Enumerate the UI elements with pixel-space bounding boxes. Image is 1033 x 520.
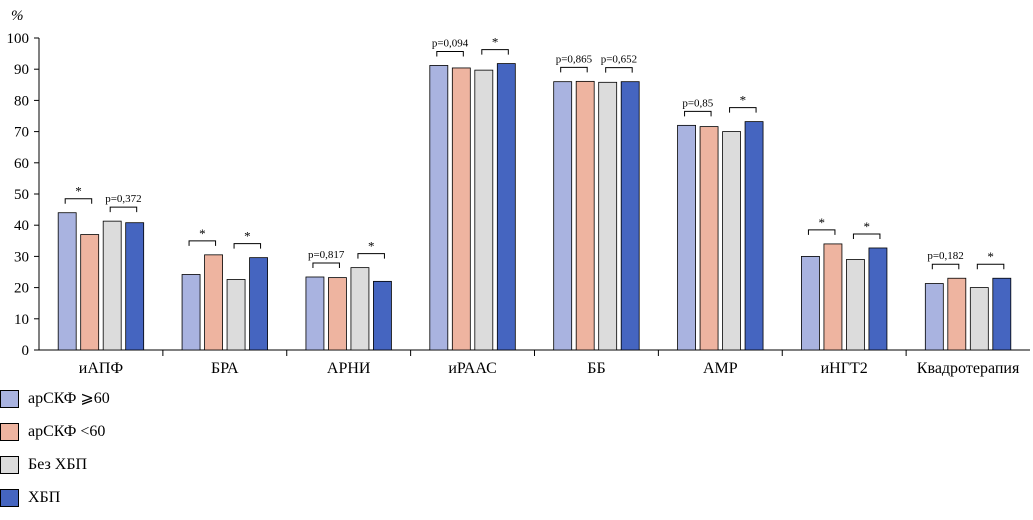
bar — [801, 255, 820, 351]
significance-label: * — [199, 226, 206, 241]
significance-label: * — [740, 93, 747, 108]
legend-label-4: ХБП — [28, 489, 61, 506]
significance-label: * — [863, 219, 870, 234]
significance-label: p=0,094 — [432, 37, 469, 49]
bar — [868, 247, 888, 351]
bar — [350, 267, 370, 351]
bar — [226, 279, 246, 351]
x-tick-label: ББ — [587, 360, 605, 377]
bar — [373, 280, 392, 351]
bar — [553, 81, 573, 351]
bar — [969, 287, 989, 351]
significance-label: p=0,85 — [682, 97, 713, 109]
bar — [429, 65, 449, 351]
bar — [451, 67, 471, 351]
significance-bracket — [605, 67, 633, 73]
y-tick-label: 20 — [14, 281, 29, 297]
significance-bracket — [560, 66, 588, 73]
significance-label: p=0,182 — [927, 250, 963, 262]
x-tick-label: БРА — [211, 360, 239, 377]
y-tick-label: 40 — [14, 218, 29, 234]
bar — [620, 81, 640, 351]
x-tick-label: иНГТ2 — [821, 360, 868, 377]
bar — [575, 80, 595, 351]
x-tick-label: АМР — [703, 360, 738, 377]
bar — [947, 277, 967, 351]
bar — [598, 81, 618, 351]
bar — [328, 277, 347, 351]
significance-bracket — [481, 49, 509, 55]
significance-label: * — [492, 35, 499, 50]
significance-bracket — [436, 50, 464, 57]
legend-label-1: арСКФ ⩾60 — [28, 390, 110, 407]
significance-bracket — [357, 253, 385, 259]
y-tick-label: 60 — [14, 156, 29, 172]
bar — [496, 63, 516, 351]
y-tick-label: 0 — [22, 343, 30, 359]
legend-label-2: арСКФ <60 — [28, 423, 106, 440]
x-tick-label: иАПФ — [79, 360, 123, 377]
bar — [57, 212, 77, 351]
bar — [204, 254, 223, 351]
bar — [249, 257, 268, 351]
legend-label-3: Без ХБП — [28, 456, 88, 473]
significance-bracket — [807, 229, 836, 235]
bar — [744, 121, 764, 351]
bar — [80, 234, 100, 351]
significance-bracket — [312, 262, 340, 268]
significance-label: p=0,817 — [308, 249, 345, 261]
significance-bracket — [931, 263, 960, 270]
legend-swatch-3 — [0, 456, 19, 474]
legend-swatch-1 — [0, 390, 19, 408]
bar — [181, 274, 201, 351]
significance-label: * — [75, 184, 82, 199]
x-tick-label: иРААС — [448, 360, 496, 377]
bar — [846, 259, 865, 351]
bar — [102, 220, 122, 351]
significance-bracket — [109, 206, 138, 213]
legend-swatch-4 — [0, 489, 19, 507]
bar — [699, 126, 719, 351]
y-tick-label: 100 — [7, 31, 30, 47]
significance-bracket — [233, 243, 262, 249]
y-tick-label: 90 — [14, 62, 29, 78]
bar — [722, 131, 741, 351]
bar — [823, 243, 843, 351]
significance-bracket — [188, 240, 217, 246]
y-unit-label: % — [11, 8, 24, 24]
significance-label: p=0,652 — [601, 54, 637, 66]
legend-swatch-2 — [0, 423, 19, 441]
x-tick-label: АРНИ — [327, 360, 371, 377]
significance-bracket — [976, 263, 1005, 270]
significance-label: * — [818, 215, 825, 230]
significance-bracket — [852, 233, 881, 239]
y-tick-label: 10 — [14, 312, 29, 328]
bar — [992, 277, 1012, 351]
significance-bracket — [729, 107, 757, 113]
significance-label: * — [244, 229, 251, 244]
y-tick-label: 80 — [14, 93, 29, 109]
bar — [474, 69, 494, 351]
significance-bracket — [64, 198, 93, 204]
significance-bracket — [684, 110, 712, 117]
significance-label: p=0,372 — [105, 193, 141, 205]
significance-label: * — [987, 249, 994, 264]
y-tick-label: 70 — [14, 125, 29, 141]
bar — [924, 283, 944, 351]
bar — [125, 222, 145, 351]
significance-label: * — [368, 239, 375, 254]
x-tick-label: Квадротерапия — [917, 360, 1020, 377]
bar — [305, 276, 325, 351]
bar — [677, 124, 696, 351]
y-tick-label: 30 — [14, 249, 29, 265]
significance-label: p=0,865 — [556, 53, 593, 65]
y-tick-label: 50 — [14, 187, 29, 203]
